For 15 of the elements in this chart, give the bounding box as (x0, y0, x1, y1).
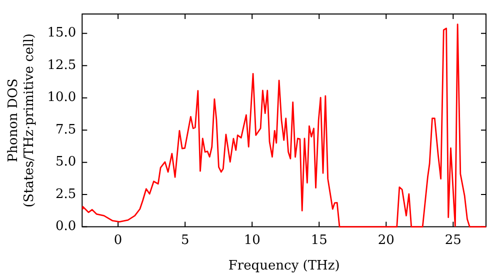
y-tick-label: 5.0 (55, 154, 76, 170)
x-tick-label: 0 (114, 232, 122, 248)
y-tick-label: 12.5 (47, 58, 76, 73)
x-tick-label: 5 (180, 232, 190, 248)
y-axis-title: Phonon DOS (States/THz·primitive cell) (6, 33, 37, 208)
y-tick-label: 2.5 (55, 186, 76, 202)
x-axis-title: Frequency (THz) (228, 258, 340, 274)
x-tick-label: 25 (444, 232, 462, 248)
y-tick-label: 0.0 (55, 219, 76, 234)
y-tick-label: 7.5 (55, 122, 76, 138)
y-tick-label: 10.0 (47, 90, 76, 106)
x-tick-label: 20 (378, 232, 394, 248)
y-tick-label: 15.0 (47, 26, 76, 41)
x-tick-label: 15 (310, 232, 328, 248)
x-tick-label: 10 (244, 232, 260, 248)
